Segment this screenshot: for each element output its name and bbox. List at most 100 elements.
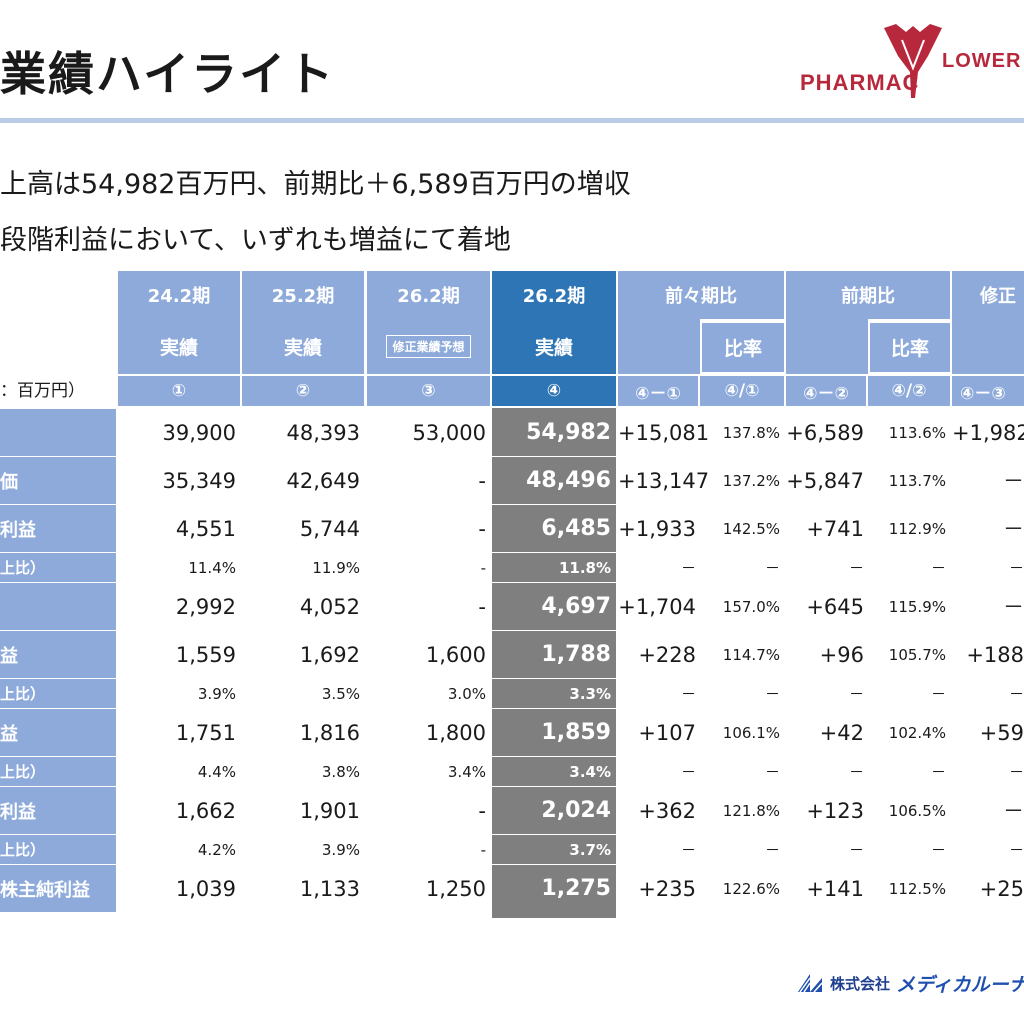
table-cell: 137.8% — [722, 424, 780, 442]
bullet-profit: 段階利益において、いずれも増益にて着地 — [0, 225, 511, 256]
table-cell: - — [480, 559, 486, 577]
row-label: 利益 — [0, 505, 116, 552]
header-d42: ④－② — [786, 376, 866, 406]
table-cell: － — [848, 685, 864, 703]
table-cell: － — [764, 685, 780, 703]
table-cell: － — [1003, 469, 1024, 493]
row-label: 株主純利益 — [0, 865, 116, 912]
table-cell: 4,551 — [175, 517, 236, 541]
header-n1: ① — [118, 376, 240, 406]
table-cell: － — [764, 841, 780, 859]
header-zenzen-diff-blank — [618, 319, 700, 374]
row-separator — [492, 552, 616, 553]
table-cell: +15,081 — [618, 421, 710, 445]
table-cell: 3.7% — [569, 841, 611, 859]
row-separator — [492, 756, 616, 757]
header-forecast-label: 修正業績予想 — [386, 335, 471, 358]
logo-text-left: PHARMAC — [800, 70, 920, 95]
table-cell: - — [478, 469, 486, 493]
header-n3: ③ — [367, 376, 490, 406]
company-logo-icon — [798, 974, 823, 993]
actual-column-highlight — [492, 408, 616, 918]
header-r42: ④/② — [868, 376, 950, 406]
table-cell: +1,933 — [618, 517, 696, 541]
table-cell: 105.7% — [888, 646, 946, 664]
table-cell: 115.9% — [888, 598, 946, 616]
table-cell: 3.8% — [321, 763, 360, 781]
page-title: 業績ハイライト — [0, 47, 336, 101]
table-cell: +13,147 — [618, 469, 710, 493]
table-cell: +25 — [979, 877, 1024, 901]
footer-brand-name: メディカルーナ — [896, 973, 1024, 996]
table-cell: － — [1003, 517, 1024, 541]
header-hiritsu-1: 比率 — [700, 321, 784, 372]
table-cell: － — [1008, 841, 1024, 859]
header-jisseki-24: 実績 — [118, 319, 240, 374]
table-cell: +228 — [638, 643, 696, 667]
table-cell: 48,496 — [526, 468, 611, 493]
row-separator — [492, 630, 616, 631]
table-cell: － — [930, 763, 946, 781]
header-n2: ② — [242, 376, 364, 406]
header-zenzenki: 前々期比 — [618, 271, 784, 319]
table-cell: 35,349 — [162, 469, 236, 493]
table-cell: 112.5% — [888, 880, 946, 898]
header-r41: ④/① — [700, 376, 784, 406]
table-cell: +107 — [638, 721, 696, 745]
header-zenki: 前期比 — [786, 271, 950, 319]
table-cell: 4.2% — [197, 841, 236, 859]
header-25-2: 25.2期 — [242, 271, 364, 319]
row-separator — [492, 582, 616, 583]
table-cell: +1,982 — [952, 421, 1024, 445]
row-label: 価 — [0, 457, 116, 504]
table-cell: － — [680, 559, 696, 577]
table-cell: 113.7% — [888, 472, 946, 490]
header-shusei: 修正 — [952, 271, 1024, 319]
table-cell: 1,751 — [175, 721, 236, 745]
row-separator — [492, 834, 616, 835]
table-cell: 1,901 — [299, 799, 360, 823]
table-cell: 11.4% — [188, 559, 236, 577]
table-cell: +362 — [638, 799, 696, 823]
row-label — [0, 583, 116, 630]
header-forecast-cell: 修正業績予想 — [367, 319, 490, 374]
table-cell: 121.8% — [722, 802, 780, 820]
table-cell: － — [1003, 799, 1024, 823]
row-separator — [492, 786, 616, 787]
table-cell: 4.4% — [197, 763, 236, 781]
header-jisseki-25: 実績 — [242, 319, 364, 374]
header-n4: ④ — [492, 376, 616, 406]
table-cell: 3.9% — [197, 685, 236, 703]
table-cell: 11.8% — [558, 559, 611, 577]
row-label: 利益 — [0, 787, 116, 834]
table-cell: － — [764, 559, 780, 577]
table-cell: 1,800 — [425, 721, 486, 745]
table-cell: － — [680, 841, 696, 859]
table-cell: － — [848, 841, 864, 859]
table-cell: 3.4% — [569, 763, 611, 781]
table-cell: 3.4% — [447, 763, 486, 781]
row-separator — [492, 504, 616, 505]
table-cell: +5,847 — [786, 469, 864, 493]
table-cell: 1,600 — [425, 643, 486, 667]
table-cell: － — [1008, 559, 1024, 577]
table-cell: － — [930, 559, 946, 577]
table-cell: +96 — [819, 643, 864, 667]
header-d41: ④－① — [618, 376, 698, 406]
row-label: 上比） — [0, 835, 116, 864]
table-cell: 39,900 — [162, 421, 236, 445]
footer-brand: 株式会社 メディカルーナ — [796, 968, 1024, 998]
table-cell: 48,393 — [286, 421, 360, 445]
table-cell: 2,992 — [175, 595, 236, 619]
footer-company-label: 株式会社 — [830, 974, 891, 993]
table-cell: 122.6% — [722, 880, 780, 898]
table-cell: 5,744 — [299, 517, 360, 541]
unit-label: ：百万円） — [0, 381, 85, 401]
table-cell: 157.0% — [722, 598, 780, 616]
row-label: 上比） — [0, 553, 116, 582]
table-cell: +645 — [806, 595, 864, 619]
table-cell: 1,692 — [299, 643, 360, 667]
header-hiritsu-2: 比率 — [868, 321, 950, 372]
table-cell: +141 — [806, 877, 864, 901]
table-cell: 42,649 — [286, 469, 360, 493]
